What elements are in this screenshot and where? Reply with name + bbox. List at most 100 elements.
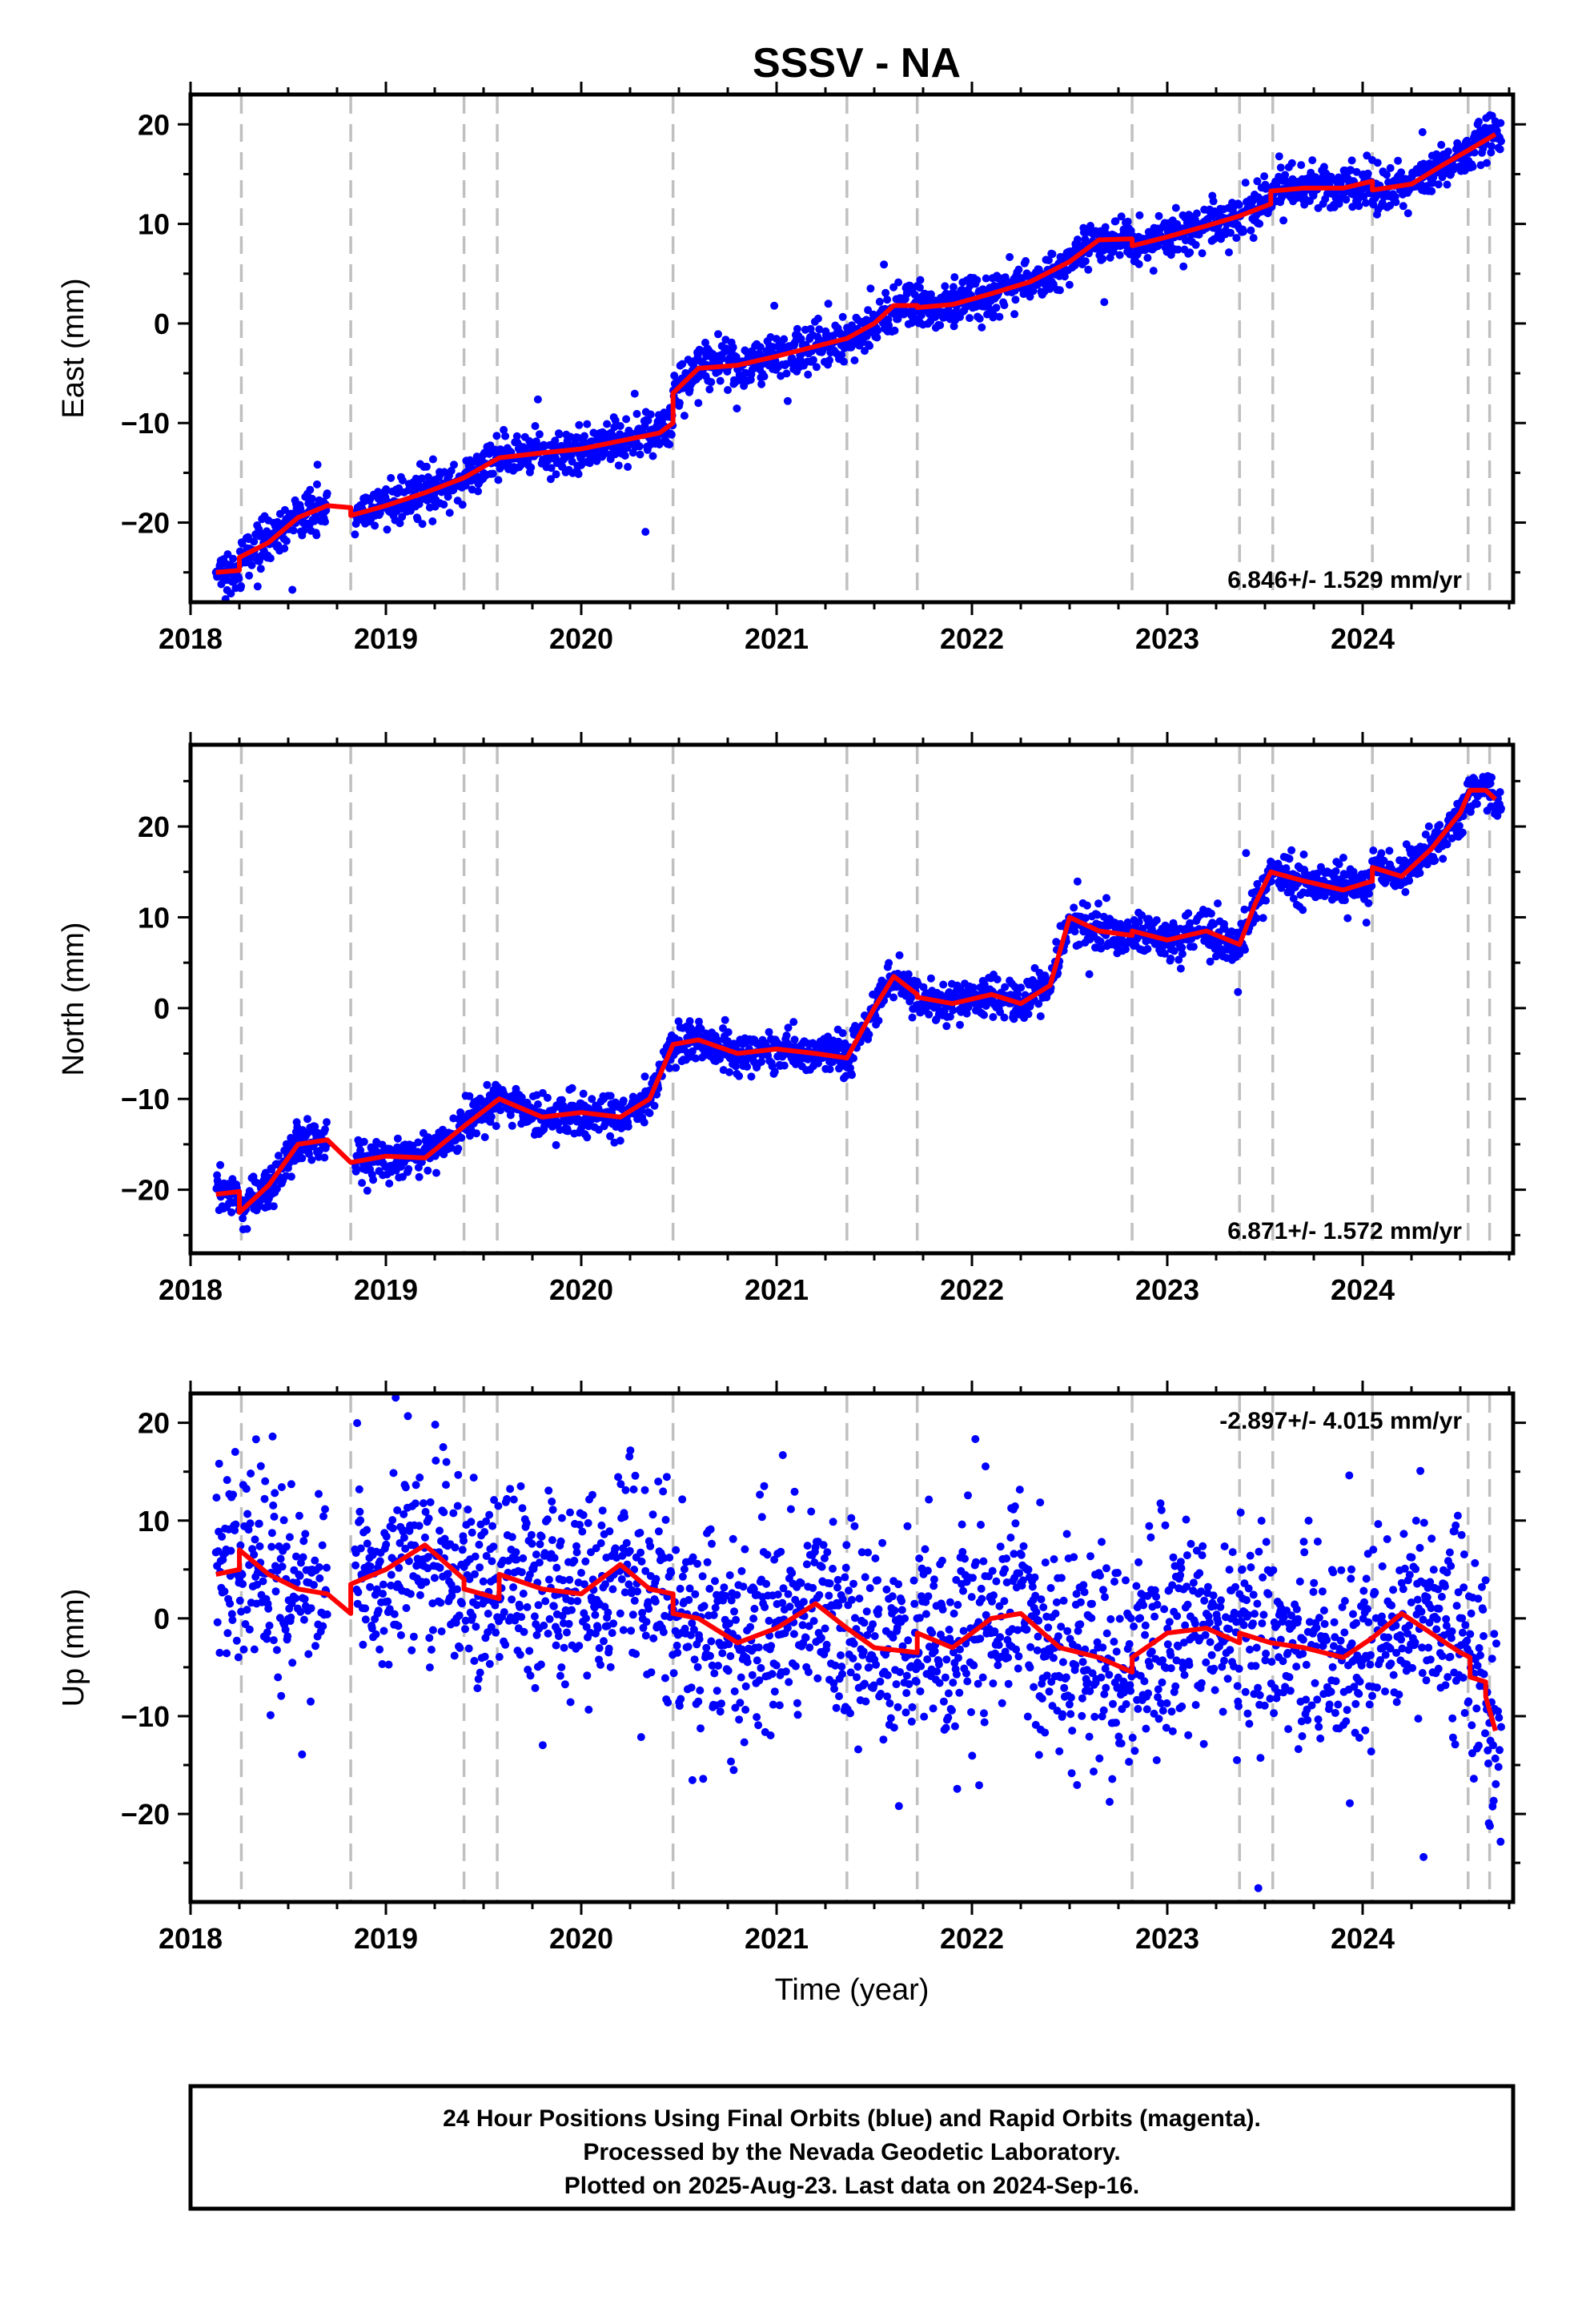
data-point bbox=[884, 315, 893, 324]
data-point bbox=[718, 354, 727, 363]
data-point bbox=[445, 509, 454, 517]
data-point bbox=[1340, 896, 1349, 905]
data-point bbox=[241, 1375, 249, 1383]
data-point bbox=[732, 1062, 741, 1071]
data-point bbox=[1209, 197, 1218, 206]
data-point bbox=[253, 582, 262, 591]
data-point bbox=[271, 1489, 279, 1498]
data-point bbox=[756, 343, 765, 352]
data-point bbox=[1022, 257, 1030, 265]
data-point bbox=[747, 1072, 756, 1081]
data-point bbox=[250, 1550, 259, 1559]
data-point bbox=[1135, 211, 1144, 219]
data-point bbox=[306, 485, 315, 494]
data-point bbox=[1044, 256, 1053, 264]
data-point bbox=[583, 420, 592, 428]
data-point bbox=[375, 1645, 384, 1654]
data-point bbox=[907, 993, 916, 1002]
data-point bbox=[1014, 990, 1022, 999]
data-point bbox=[315, 1563, 323, 1571]
data-point bbox=[421, 1507, 430, 1516]
data-point bbox=[1178, 943, 1186, 952]
data-point bbox=[450, 1651, 459, 1660]
data-point bbox=[395, 1563, 404, 1572]
data-point bbox=[458, 1599, 466, 1608]
data-point bbox=[235, 1596, 244, 1605]
data-point bbox=[382, 485, 391, 493]
data-point bbox=[242, 1485, 251, 1494]
data-point bbox=[603, 420, 612, 428]
data-point bbox=[674, 1017, 683, 1026]
data-point bbox=[428, 517, 437, 525]
data-point bbox=[975, 314, 984, 323]
up-panel: 2018 2019 2020 2021 2022 2023 202420100−10−20U… bbox=[57, 1375, 1526, 2007]
y-axis-label: East (mm) bbox=[57, 278, 90, 418]
data-point bbox=[1394, 156, 1403, 165]
data-point bbox=[1352, 167, 1361, 176]
data-point bbox=[455, 1611, 464, 1620]
data-point bbox=[784, 1023, 793, 1032]
data-point bbox=[780, 1061, 789, 1070]
data-point bbox=[239, 1580, 247, 1588]
data-point bbox=[755, 348, 764, 357]
data-point bbox=[1106, 253, 1114, 262]
data-point bbox=[387, 473, 396, 482]
data-point bbox=[223, 1629, 232, 1638]
data-point bbox=[288, 1659, 297, 1667]
data-point bbox=[881, 288, 890, 297]
north-panel: 2018 2019 2020 2021 2022 2023 202420100−10−20N… bbox=[57, 732, 1526, 1306]
x-tick-label: 2023 bbox=[1135, 1273, 1199, 1306]
data-point bbox=[941, 282, 950, 291]
data-point bbox=[295, 1571, 304, 1580]
data-point bbox=[470, 1657, 479, 1665]
figure-title: SSSV - NA bbox=[753, 40, 961, 86]
data-point bbox=[307, 1604, 315, 1613]
data-point bbox=[251, 1535, 259, 1544]
y-tick-label: −20 bbox=[121, 507, 170, 540]
data-point bbox=[375, 1557, 384, 1566]
data-point bbox=[949, 283, 958, 292]
data-point bbox=[367, 1624, 376, 1633]
data-point bbox=[1186, 248, 1195, 257]
data-point bbox=[412, 1481, 420, 1490]
data-point bbox=[220, 1587, 229, 1596]
x-tick-label: 2021 bbox=[745, 1273, 809, 1306]
data-point bbox=[229, 554, 238, 563]
data-point bbox=[1276, 163, 1285, 172]
data-point bbox=[606, 1092, 615, 1100]
data-point bbox=[1424, 822, 1433, 830]
data-point bbox=[1369, 846, 1378, 854]
data-point bbox=[458, 1546, 467, 1554]
data-point bbox=[1275, 152, 1283, 161]
data-point bbox=[1458, 828, 1467, 837]
data-point bbox=[280, 544, 289, 553]
data-point bbox=[396, 1538, 404, 1547]
data-point bbox=[311, 1556, 319, 1565]
data-point bbox=[925, 1010, 934, 1019]
x-tick-label: 2024 bbox=[1331, 1273, 1395, 1306]
data-point bbox=[215, 1459, 223, 1468]
data-point bbox=[269, 1636, 278, 1645]
data-point bbox=[415, 1172, 424, 1181]
data-point bbox=[790, 1035, 799, 1044]
data-point bbox=[216, 1160, 225, 1169]
data-point bbox=[1405, 876, 1414, 885]
data-point bbox=[430, 1574, 439, 1582]
x-tick-label: 2020 bbox=[549, 1273, 613, 1306]
data-point bbox=[417, 474, 426, 483]
data-point bbox=[616, 422, 624, 430]
data-point bbox=[555, 430, 564, 439]
data-point bbox=[468, 1612, 477, 1621]
data-point bbox=[757, 1057, 766, 1066]
data-point bbox=[440, 1508, 448, 1517]
data-point bbox=[1235, 200, 1243, 209]
data-point bbox=[627, 429, 636, 437]
data-point bbox=[228, 1616, 237, 1624]
data-point bbox=[894, 278, 903, 287]
observation-points bbox=[212, 772, 1505, 1234]
data-point bbox=[804, 370, 813, 379]
data-point bbox=[406, 1590, 415, 1598]
data-point bbox=[250, 537, 259, 546]
